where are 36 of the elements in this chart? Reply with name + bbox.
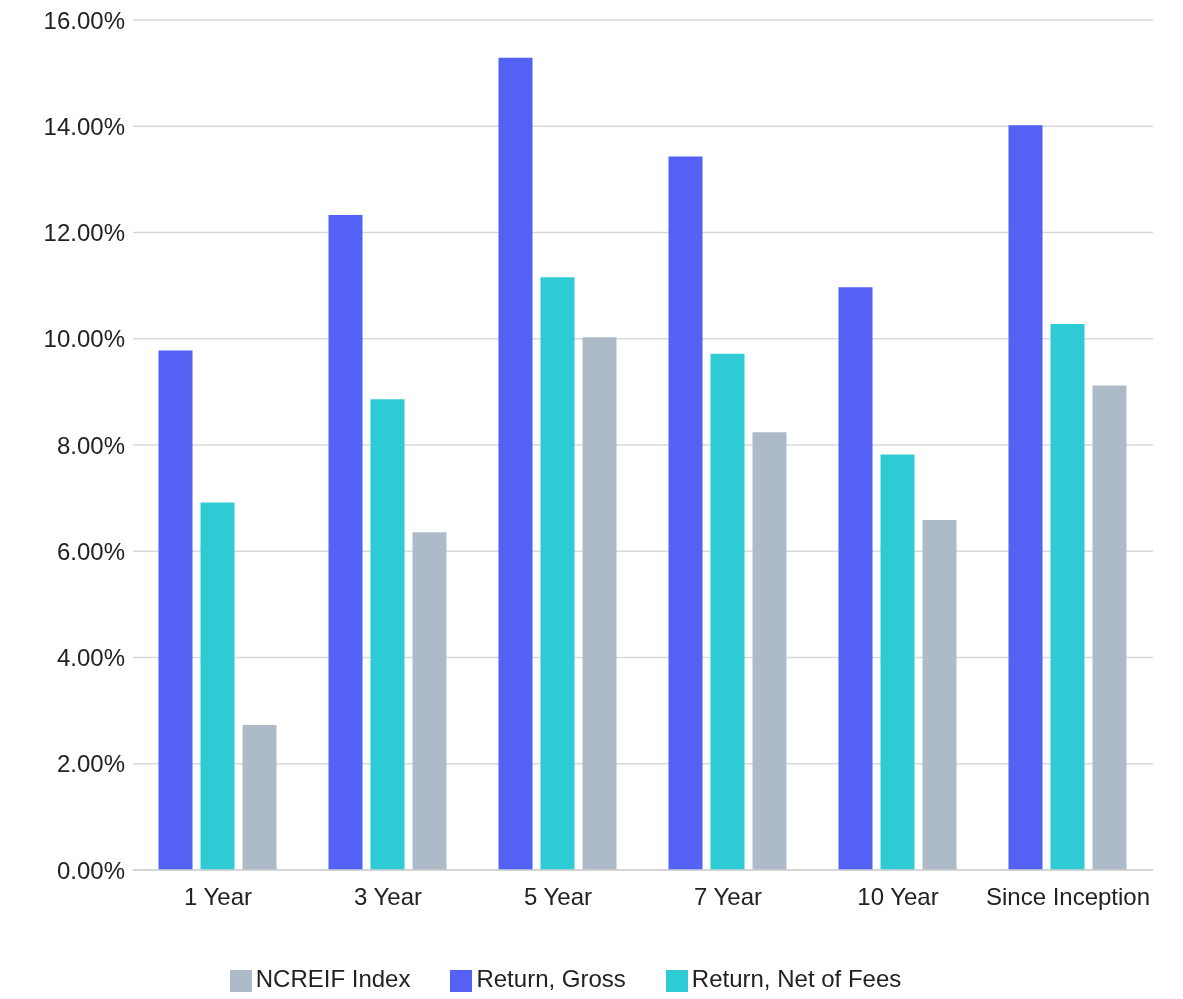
y-tick-label: 2.00% [56,750,125,778]
bar [752,432,787,870]
x-tick-label: 3 Year [353,883,423,911]
y-tick-label: 14.00% [43,112,125,140]
legend-label: Return, Gross [476,965,626,992]
bar [1092,385,1127,870]
legend-label: Return, Net of Fees [691,965,902,992]
y-tick-label: 8.00% [56,431,125,459]
bar [1050,323,1085,870]
bar [540,277,575,870]
bar [838,287,873,870]
x-tick-label: 5 Year [523,883,593,911]
bar [582,337,617,870]
bar [412,532,447,870]
x-tick-label: Since Inception [985,883,1151,911]
y-tick-label: 4.00% [56,644,125,672]
bar [242,724,277,870]
x-tick-label: 7 Year [693,883,763,911]
y-tick-label: 6.00% [56,537,125,565]
y-tick-label: 10.00% [43,325,125,353]
bar [880,454,915,870]
y-tick-label: 0.00% [56,856,125,884]
bar [370,399,405,870]
bar [1008,125,1043,870]
bar [922,519,957,870]
legend-label: NCREIF Index [255,965,411,992]
x-tick-label: 1 Year [183,883,253,911]
bar [498,57,533,870]
y-tick-label: 16.00% [43,6,125,34]
bar [200,502,235,870]
x-tick-label: 10 Year [857,883,939,911]
y-tick-label: 12.00% [43,219,125,247]
bar [158,350,193,870]
bar [328,214,363,870]
bar [668,156,703,870]
bar [710,353,745,870]
